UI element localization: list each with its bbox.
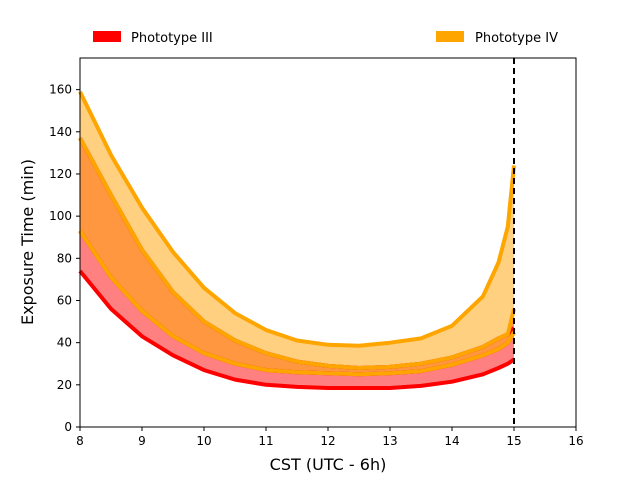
y-tick-label: 100 [49,209,72,223]
edge-layer [78,90,516,390]
y-tick-label: 160 [49,83,72,97]
x-tick-label: 16 [568,434,583,448]
phototype-iii-lower-edge [78,269,516,390]
x-tick-label: 14 [444,434,459,448]
band-layer [80,91,514,388]
legend-label-phototype-iv: Phototype IV [475,31,558,46]
legend-label-phototype-iii: Phototype III [131,31,213,46]
y-tick-label: 120 [49,167,72,181]
x-tick-label: 15 [506,434,521,448]
phototype-iii-lower-band [80,230,514,388]
x-tick-label: 11 [258,434,273,448]
phototype-iv-upper-band [80,91,514,368]
x-tick-label: 10 [196,434,211,448]
x-axis-label: CST (UTC - 6h) [270,455,387,474]
x-tick-label: 13 [382,434,397,448]
legend-swatch-phototype-iv [436,31,464,42]
x-tick-label: 9 [138,434,146,448]
y-axis: 0 20 40 60 80 100 120 140 160 [49,83,80,434]
legend-swatch-phototype-iii [93,31,121,42]
y-tick-label: 40 [57,336,72,350]
x-tick-label: 12 [320,434,335,448]
phototype-iv-lower-band [80,138,514,375]
phototype-iv-lower-edge [78,229,516,377]
x-axis: 8 9 10 11 12 13 14 15 16 [76,427,584,448]
y-tick-label: 60 [57,293,72,307]
y-tick-label: 20 [57,378,72,392]
y-tick-label: 0 [64,420,72,434]
phototype-iv-middle-edge [78,137,516,370]
y-axis-label: Exposure Time (min) [18,159,37,325]
y-tick-label: 80 [57,251,72,265]
phototype-iv-upper-edge [78,90,516,348]
y-tick-label: 140 [49,125,72,139]
legend: Phototype III Phototype IV [93,31,558,46]
x-tick-label: 8 [76,434,84,448]
